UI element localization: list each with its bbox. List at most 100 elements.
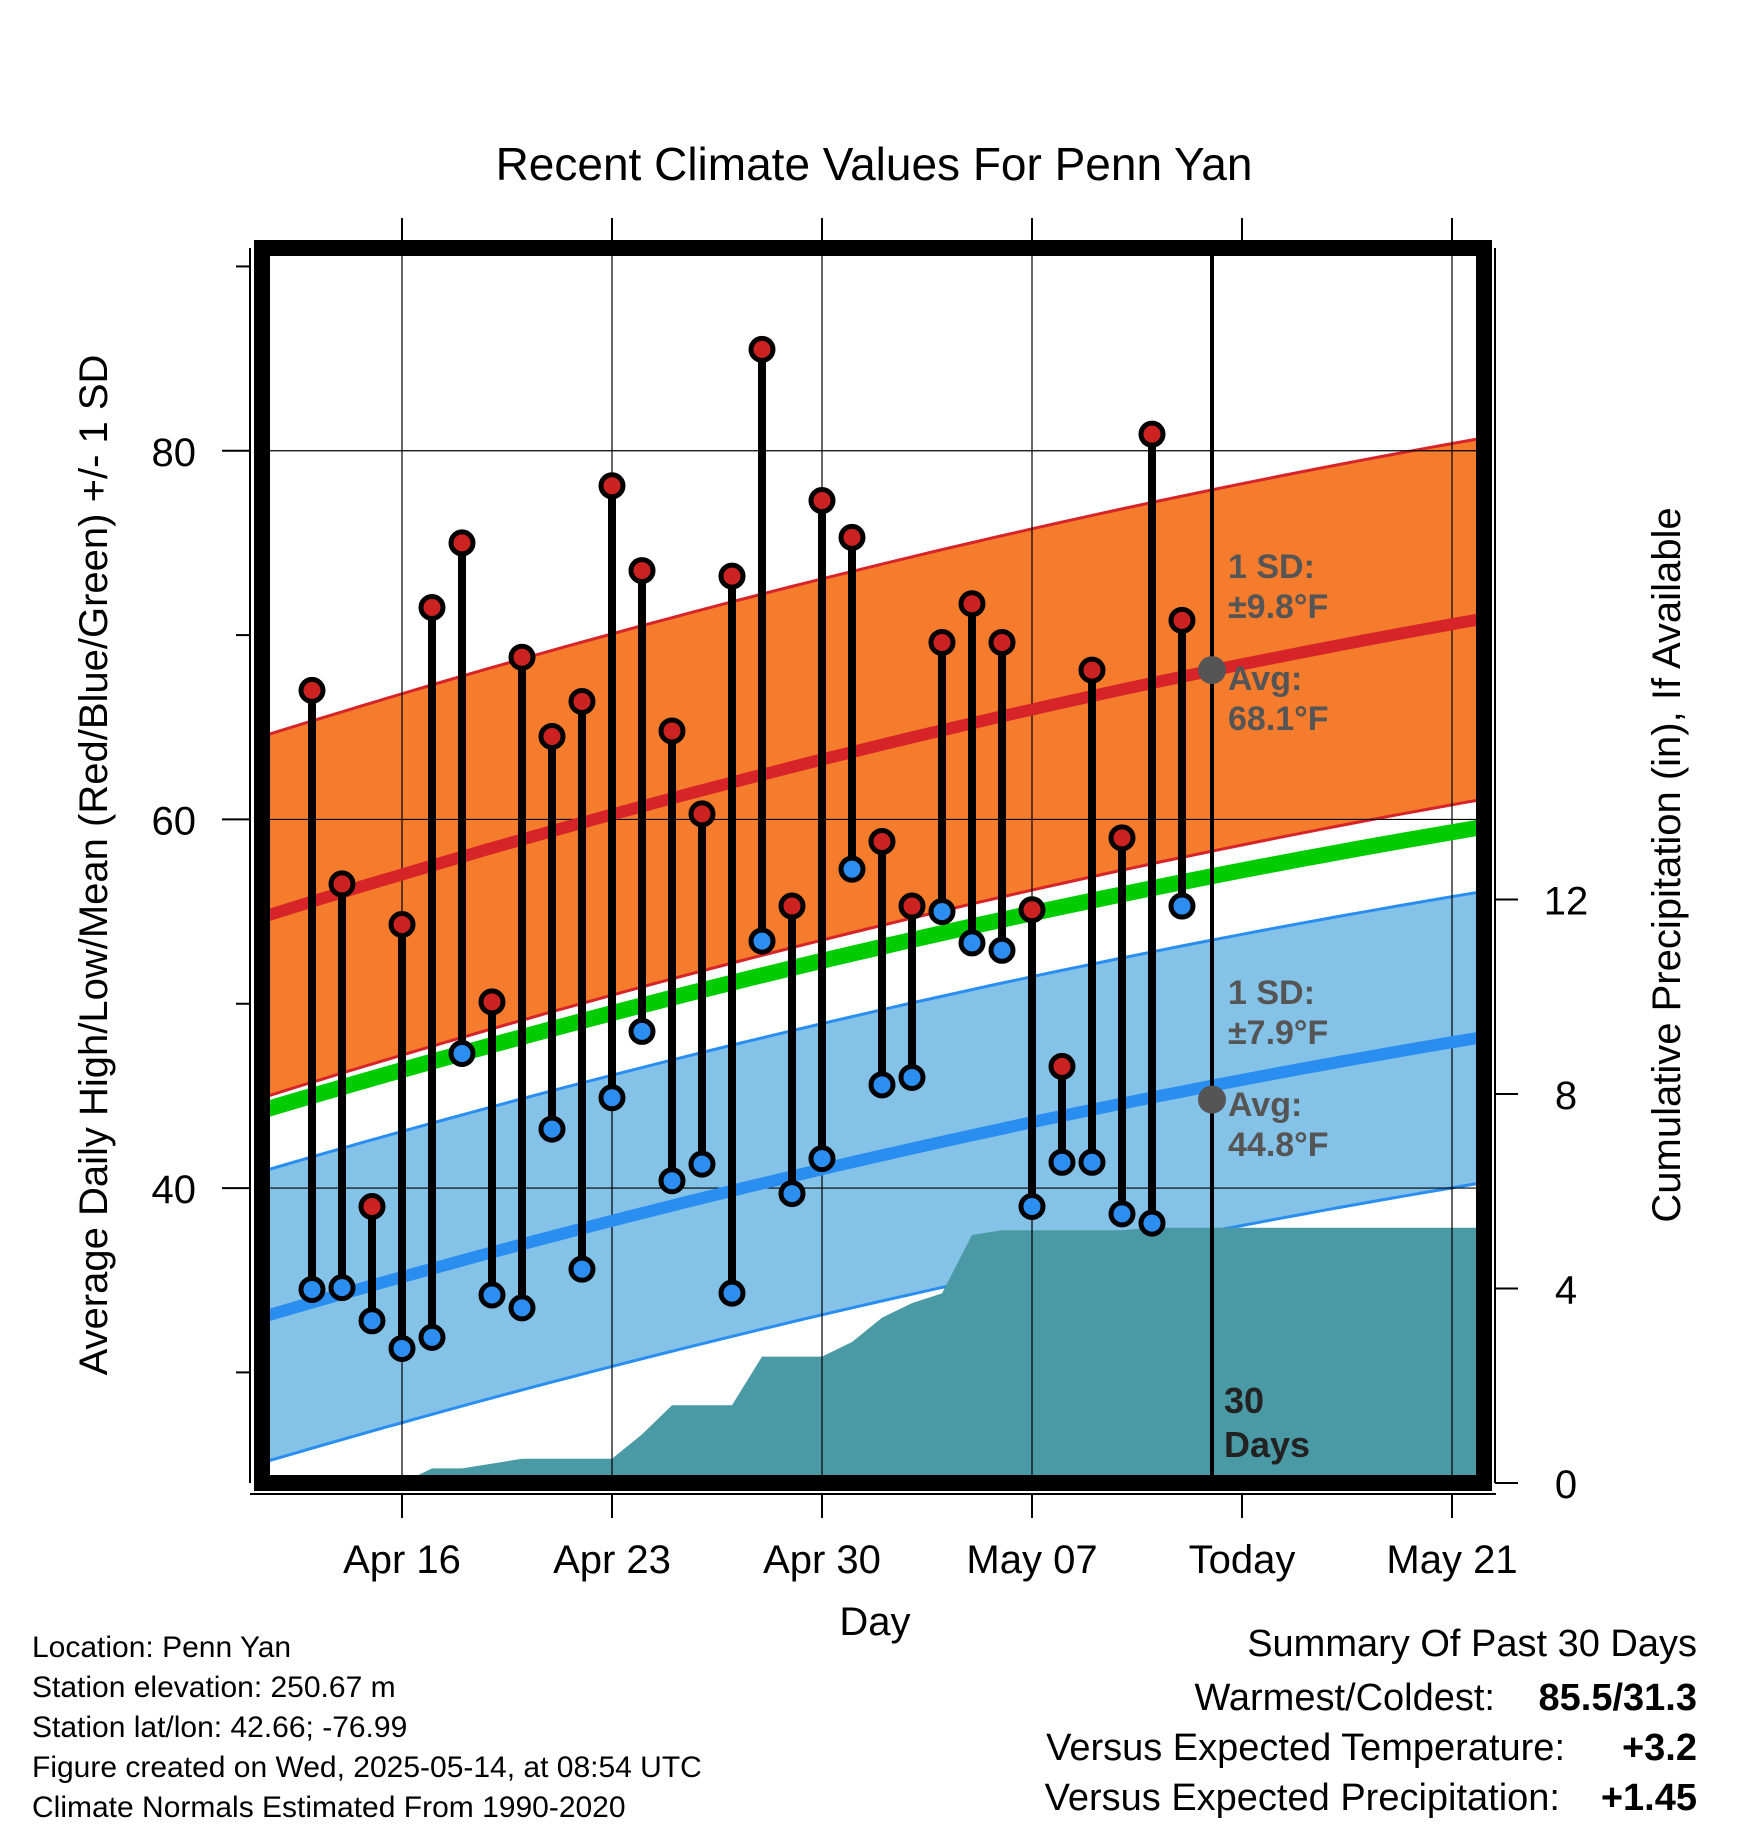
daily-high-dot [748,335,776,363]
low-avg-annotation: Avg: 44.8°F [1228,1086,1329,1164]
footer-normals: Climate Normals Estimated From 1990-2020 [32,1791,626,1824]
low-avg-today-dot [1198,1085,1226,1114]
y2-tick-label: 4 [1555,1269,1577,1313]
footer-info: Location: Penn Yan Station elevation: 25… [32,1631,702,1824]
daily-low-dot [988,936,1016,964]
low-sd-band [262,891,1484,1463]
daily-high-dot [358,1193,386,1221]
daily-high-dot [448,529,476,557]
daily-low-dot [1048,1148,1076,1176]
y2-tick-label: 8 [1555,1074,1577,1118]
y2-axis-label: Cumulative Precipitation (in), If Availa… [1645,507,1689,1222]
daily-low-dot [928,898,956,926]
summary-warmest-label: Warmest/Coldest: [1194,1677,1495,1719]
summary-temp-label: Versus Expected Temperature: [1046,1727,1565,1769]
daily-low-dot [298,1275,326,1303]
daily-high-dot [1108,824,1136,852]
daily-low-dot [358,1307,386,1335]
y-tick-label: 80 [152,431,197,475]
x-tick-label: Apr 30 [763,1538,881,1582]
x-tick-label: Today [1189,1538,1296,1582]
daily-high-dot [658,717,686,745]
high-avg-annotation: Avg: 68.1°F [1228,660,1329,738]
summary-warmest-value: 85.5/31.3 [1539,1677,1697,1719]
low-lower-sd-line [262,1181,1484,1465]
daily-low-dot [1078,1148,1106,1176]
footer-created: Figure created on Wed, 2025-05-14, at 08… [32,1751,702,1784]
daily-high-dot [1078,656,1106,684]
daily-low-dot [388,1334,416,1362]
daily-low-dot [508,1294,536,1322]
daily-high-dot [988,628,1016,656]
chart-title: Recent Climate Values For Penn Yan [496,138,1253,190]
daily-low-dot [838,855,866,883]
daily-high-dot [1168,606,1196,634]
daily-low-dot [958,929,986,957]
daily-low-dot [448,1040,476,1068]
daily-high-dot [868,828,896,856]
low-normal-line [262,1030,1484,1323]
x-axis-label: Day [839,1600,910,1644]
daily-low-dot [1168,892,1196,920]
high-sd-band [262,437,1484,1098]
plot-content: 1 SD: ±9.8°F Avg: 68.1°F 1 SD: ±7.9°F Avg: 44.8… [262,248,1484,1483]
daily-high-dot [478,988,506,1016]
high-avg-today-dot [1198,656,1226,685]
daily-high-dot [508,643,536,671]
summary-panel: Summary Of Past 30 Days Warmest/Coldest:… [1045,1623,1697,1819]
daily-high-dot [388,910,416,938]
daily-high-dot [688,800,716,828]
axes: 40 60 80 0 4 8 12 Apr 16 Apr 23 Apr 30 May 07 Today… [152,218,1589,1582]
y2-tick-label: 0 [1555,1463,1577,1507]
daily-low-dot [658,1167,686,1195]
daily-low-dot [868,1071,896,1099]
daily-high-dot [598,472,626,500]
daily-low-dot [418,1323,446,1351]
daily-high-dot [538,722,566,750]
daily-low-dot [478,1281,506,1309]
daily-low-dot [1138,1209,1166,1237]
daily-high-dot [718,562,746,590]
x-tick-label: May 07 [966,1538,1097,1582]
high-sd-annotation: 1 SD: ±9.8°F [1228,548,1328,626]
y-axis-label: Average Daily High/Low/Mean (Red/Blue/Gr… [72,355,116,1376]
daily-low-dot [568,1255,596,1283]
daily-high-dot [808,487,836,515]
daily-low-dot [538,1115,566,1143]
daily-high-dot [568,687,596,715]
daily-high-dot [958,590,986,618]
precipitation-area [282,1227,1482,1483]
footer-location: Location: Penn Yan [32,1631,291,1664]
daily-high-dot [418,593,446,621]
daily-high-dot [898,892,926,920]
x-tick-label: Apr 16 [343,1538,461,1582]
daily-high-dot [298,676,326,704]
x-tick-label: Apr 23 [553,1538,671,1582]
summary-precip-label: Versus Expected Precipitation: [1045,1777,1560,1819]
daily-low-dot [898,1063,926,1091]
plot-area: 1 SD: ±9.8°F Avg: 68.1°F 1 SD: ±7.9°F Avg: 44.8… [262,248,1484,1483]
footer-latlon: Station lat/lon: 42.66; -76.99 [32,1711,407,1744]
daily-high-dot [1018,896,1046,924]
plot-frame [254,240,1492,1491]
daily-low-dot [748,927,776,955]
daily-low-dot [718,1279,746,1307]
low-upper-sd-line [262,889,1484,1173]
footer-elevation: Station elevation: 250.67 m [32,1671,396,1704]
daily-high-dot [928,628,956,656]
daily-high-dot [838,523,866,551]
daily-low-dot [598,1084,626,1112]
daily-low-dot [808,1145,836,1173]
x-tick-label: May 21 [1386,1538,1517,1582]
summary-precip-value: +1.45 [1601,1777,1697,1819]
today-days-label: 30 Days [1224,1380,1310,1465]
daily-high-dot [628,557,656,585]
y-tick-label: 60 [152,799,197,843]
daily-high-dot [1048,1052,1076,1080]
y2-tick-label: 12 [1544,880,1589,924]
daily-high-dot [778,892,806,920]
daily-high-dot [1138,420,1166,448]
summary-title: Summary Of Past 30 Days [1247,1623,1697,1665]
daily-high-dot [328,870,356,898]
